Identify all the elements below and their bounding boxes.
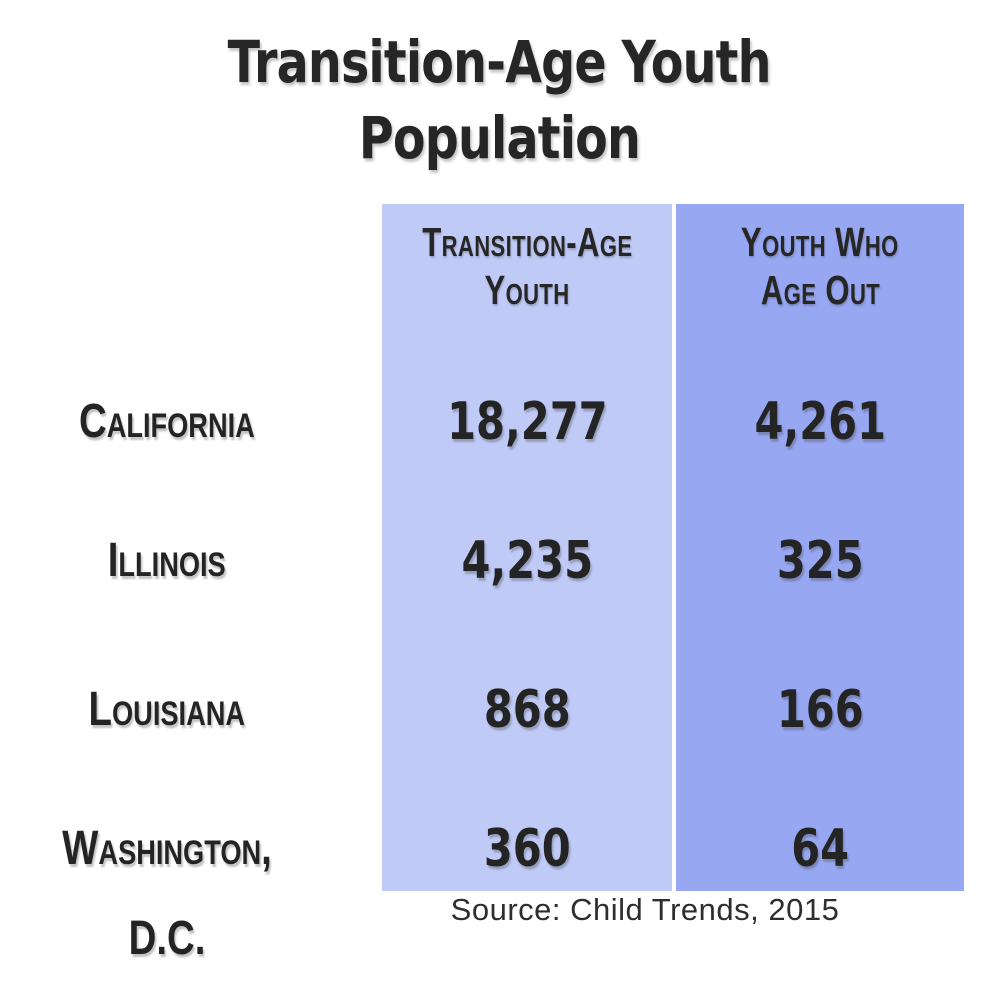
source-note: Source: Child Trends, 2015: [450, 892, 840, 927]
column-youth-who-age-out-background: [676, 204, 964, 891]
value-washington-dc-transition-age-youth: 360: [483, 819, 571, 879]
state-label-louisiana: Louisiana: [88, 683, 246, 736]
page-title: Transition-Age Youth Population: [0, 24, 999, 176]
column-transition-age-youth-background: [382, 204, 672, 891]
column-header-transition-age-youth: Transition-Age Youth: [382, 218, 672, 314]
value-california-youth-who-age-out: 4,261: [754, 392, 886, 452]
value-washington-dc-youth-who-age-out: 64: [791, 819, 849, 879]
table-row-washington-dc: Washington, D.C. 360 64: [0, 804, 999, 965]
column-header-1-line-2: Youth: [484, 267, 570, 313]
page-title-line-1: Transition-Age Youth: [227, 28, 772, 96]
column-header-2-line-2: Age Out: [760, 267, 880, 313]
value-illinois-youth-who-age-out: 325: [776, 531, 864, 591]
column-header-2-line-1: Youth Who: [741, 219, 899, 265]
state-label-california: California: [79, 395, 255, 448]
value-louisiana-transition-age-youth: 868: [483, 680, 571, 740]
column-header-youth-who-age-out: Youth Who Age Out: [676, 218, 964, 314]
table-row-louisiana: Louisiana 868 166: [0, 665, 999, 755]
state-label-washington-dc: Washington, D.C.: [62, 822, 272, 965]
state-label-illinois: Illinois: [108, 534, 226, 587]
value-illinois-transition-age-youth: 4,235: [461, 531, 593, 591]
value-california-transition-age-youth: 18,277: [446, 392, 608, 452]
table-row-california: California 18,277 4,261: [0, 377, 999, 467]
page-title-line-2: Population: [358, 104, 641, 172]
column-header-1-line-1: Transition-Age: [421, 219, 633, 265]
value-louisiana-youth-who-age-out: 166: [776, 680, 864, 740]
table-row-illinois: Illinois 4,235 325: [0, 516, 999, 606]
